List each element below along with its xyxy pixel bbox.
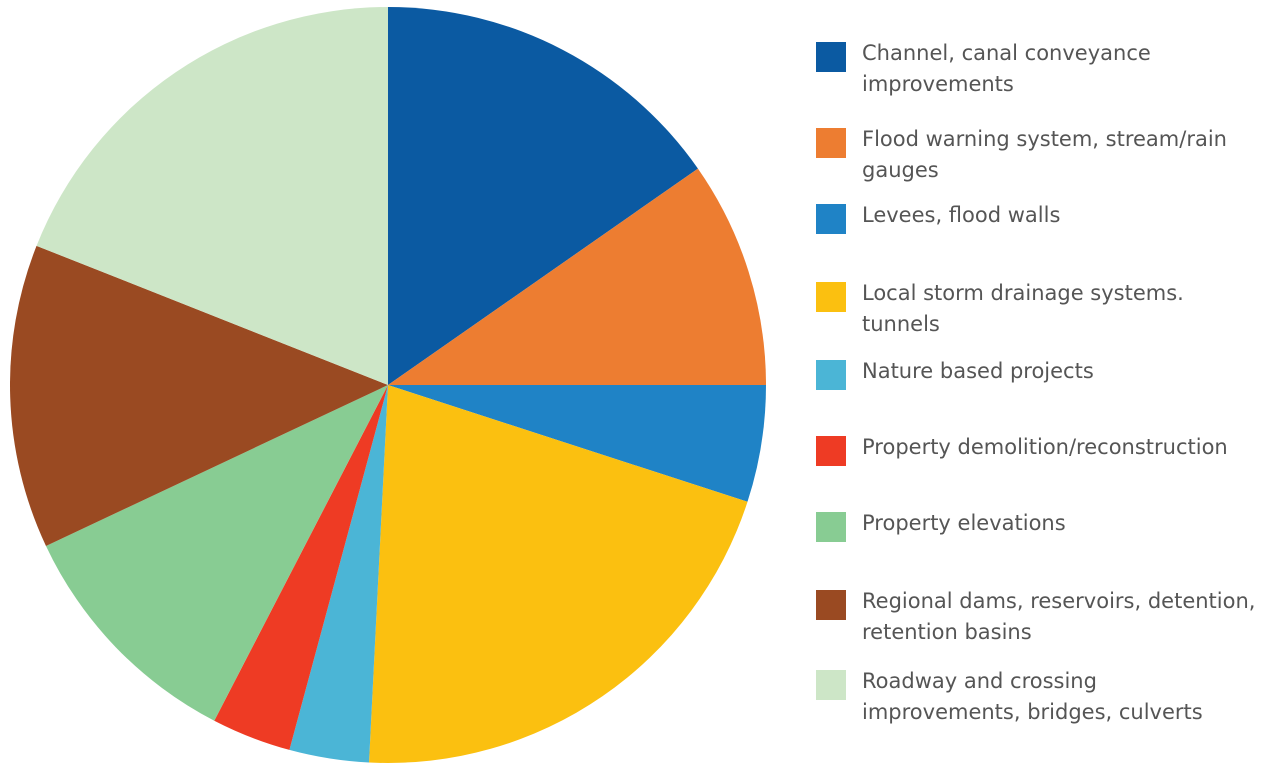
- legend-label: Nature based projects: [862, 359, 1094, 383]
- legend-item: Local storm drainage systems. tunnels: [816, 278, 1262, 340]
- legend-swatch: [816, 590, 846, 620]
- pie-slice-5: [289, 385, 388, 763]
- legend-swatch: [816, 42, 846, 72]
- legend-label: Property elevations: [862, 511, 1066, 535]
- legend-item: Channel, canal conveyance improvements: [816, 38, 1262, 100]
- legend-swatch: [816, 670, 846, 700]
- pie-slice-3: [388, 385, 766, 502]
- legend-item: Property demolition/reconstruction: [816, 432, 1262, 466]
- pie-slice-8: [10, 245, 388, 546]
- legend-item: Property elevations: [816, 508, 1262, 542]
- legend-item: Regional dams, reservoirs, detention, re…: [816, 586, 1262, 648]
- legend-item: Levees, flood walls: [816, 200, 1262, 234]
- pie-slice-1: [388, 7, 698, 385]
- legend-label: Property demolition/reconstruction: [862, 435, 1228, 459]
- legend-swatch: [816, 360, 846, 390]
- legend-swatch: [816, 128, 846, 158]
- pie-slice-7: [45, 385, 388, 721]
- legend-label: Roadway and crossing improvements, bridg…: [862, 669, 1203, 724]
- legend-label: Channel, canal conveyance improvements: [862, 41, 1151, 96]
- pie-slice-9: [36, 7, 388, 385]
- pie-slice-6: [214, 385, 388, 750]
- legend-label: Regional dams, reservoirs, detention, re…: [862, 589, 1256, 644]
- legend-item: Nature based projects: [816, 356, 1262, 390]
- pie-slice-2: [388, 168, 766, 385]
- legend-label: Local storm drainage systems. tunnels: [862, 281, 1184, 336]
- pie-slice-4: [369, 385, 748, 763]
- legend-item: Roadway and crossing improvements, bridg…: [816, 666, 1262, 728]
- legend-item: Flood warning system, stream/rain gauges: [816, 124, 1262, 186]
- legend-label: Flood warning system, stream/rain gauges: [862, 127, 1227, 182]
- legend-swatch: [816, 436, 846, 466]
- legend-label: Levees, flood walls: [862, 203, 1061, 227]
- legend-swatch: [816, 512, 846, 542]
- legend-swatch: [816, 204, 846, 234]
- legend-swatch: [816, 282, 846, 312]
